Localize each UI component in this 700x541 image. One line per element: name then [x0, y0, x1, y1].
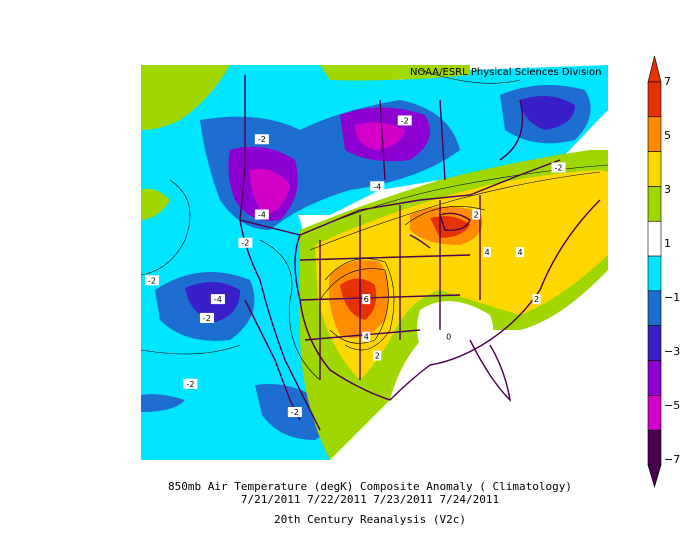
contour-label: -2 — [287, 406, 302, 417]
svg-text:-4: -4 — [258, 210, 266, 219]
svg-text:-2: -2 — [186, 380, 194, 389]
credit-text: NOAA/ESRL Physical Sciences Division — [410, 67, 602, 78]
colorbar-segment — [647, 429, 662, 466]
colorbar-segment — [647, 290, 662, 327]
svg-text:4: 4 — [485, 248, 490, 257]
colorbar-segment — [647, 395, 662, 431]
colorbar-bottom-arrow — [647, 464, 662, 489]
contour-label: -4 — [210, 294, 225, 305]
anomaly-minus4-northeast — [520, 96, 575, 130]
colorbar-segment — [647, 255, 662, 292]
contour-label: -4 — [254, 209, 269, 220]
anomaly-near-zero-gulf — [360, 330, 608, 460]
svg-text:-4: -4 — [214, 295, 222, 304]
svg-text:4: 4 — [518, 248, 523, 257]
caption-source: 20th Century Reanalysis (V2c) — [273, 513, 467, 526]
anomaly-field — [141, 65, 608, 460]
svg-text:2: 2 — [474, 210, 479, 219]
colorbar-segment — [647, 151, 662, 187]
colorbar-label: −7 — [664, 453, 681, 466]
contour-label: 2 — [532, 294, 541, 305]
svg-text:-2: -2 — [203, 314, 211, 323]
contour-label-layer: -2 -2 -2 -4 -4 -2 -2 -4 -2 -2 -2 2 4 4 2 6 4 2 0 — [144, 115, 566, 417]
contour-label: 2 — [472, 209, 481, 220]
anomaly-plus1-north-edge — [320, 65, 470, 81]
caption-dates: 7/21/2011 7/22/2011 7/23/2011 7/24/2011 — [240, 493, 500, 506]
anomaly-plus1-westcoast — [141, 188, 170, 220]
political-boundaries — [239, 75, 601, 431]
colorbar-segment — [647, 325, 662, 361]
colorbar-top-arrow — [647, 55, 662, 83]
contour-label: -4 — [370, 181, 385, 192]
colorbar-segment — [647, 186, 662, 222]
contour-label: 4 — [516, 247, 525, 258]
contour-label: 4 — [362, 331, 371, 342]
florida-coast — [469, 339, 512, 403]
svg-text:2: 2 — [375, 352, 380, 361]
contour-label: 6 — [362, 294, 371, 305]
colorbar-label: −3 — [664, 345, 681, 358]
svg-text:-2: -2 — [241, 239, 249, 248]
contour-label: -2 — [551, 162, 566, 173]
colorbar-segment — [647, 220, 662, 257]
contour-label: -2 — [397, 115, 412, 126]
colorbar-segment — [647, 81, 662, 118]
colorbar-label: −5 — [664, 399, 681, 412]
svg-text:-2: -2 — [291, 408, 299, 417]
contour-label: -2 — [199, 312, 214, 323]
anomaly-plus6-plains — [340, 278, 377, 320]
colorbar-segment — [647, 360, 662, 396]
anomaly-minus6-west — [250, 169, 290, 215]
svg-text:4: 4 — [364, 333, 369, 342]
colorbar-label: 5 — [664, 129, 671, 142]
svg-text:2: 2 — [534, 295, 539, 304]
contour-label: 4 — [483, 247, 492, 258]
svg-text:-2: -2 — [555, 163, 563, 172]
colorbar-label: 7 — [664, 75, 671, 88]
anomaly-minus6-central — [355, 122, 405, 150]
svg-text:0: 0 — [446, 333, 451, 342]
colorbar-label: 1 — [664, 237, 671, 250]
anomaly-plus1-northwest — [141, 65, 230, 130]
colorbar-label: −1 — [664, 291, 681, 304]
svg-text:-4: -4 — [373, 182, 381, 191]
svg-text:-2: -2 — [401, 116, 409, 125]
svg-text:-2: -2 — [258, 135, 266, 144]
contour-label: 2 — [373, 350, 382, 361]
colorbar-segment — [647, 116, 662, 152]
contour-label: -2 — [144, 275, 159, 286]
svg-text:-2: -2 — [148, 276, 156, 285]
colorbar — [647, 55, 662, 489]
contour-label: -2 — [254, 134, 269, 145]
contour-label: -2 — [183, 378, 198, 389]
colorbar-label: 3 — [664, 183, 671, 196]
contour-label: 0 — [444, 331, 453, 342]
caption-title: 850mb Air Temperature (degK) Composite A… — [168, 480, 572, 493]
svg-text:6: 6 — [364, 295, 369, 304]
anomaly-minus3-south — [141, 394, 185, 412]
anomaly-plus3-conus — [315, 170, 608, 380]
contour-label: -2 — [238, 237, 253, 248]
